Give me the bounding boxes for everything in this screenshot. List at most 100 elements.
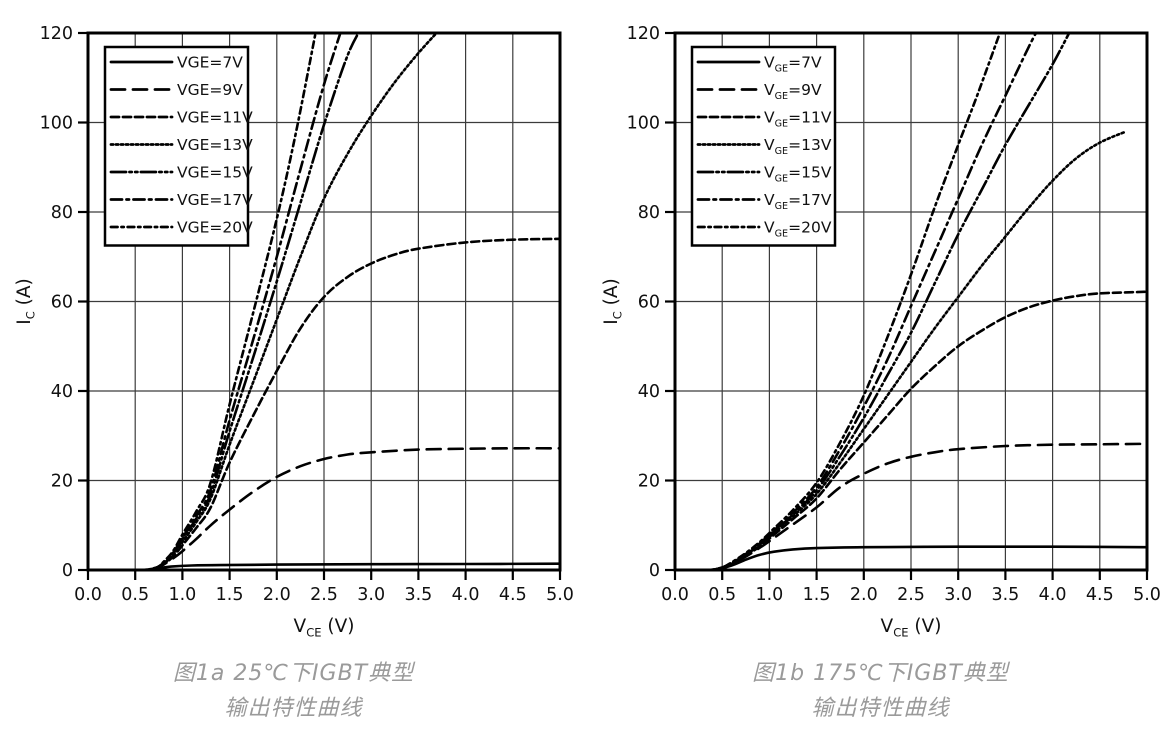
- label-main: VGE=11V: [177, 109, 253, 127]
- chart-background: [587, 0, 1174, 652]
- x-tick-label: 0.5: [121, 585, 149, 605]
- label-post: =20V: [788, 219, 832, 237]
- x-tick-label: 3.0: [357, 585, 385, 605]
- caption-25c: 图1a 25℃下IGBT典型 输出特性曲线: [173, 656, 414, 726]
- y-tick-label: 40: [51, 382, 73, 402]
- legend-label-17v: VGE=17V: [177, 191, 253, 209]
- x-tick-label: 3.5: [404, 585, 432, 605]
- label-main: V: [881, 616, 894, 637]
- label-post: (A): [14, 278, 35, 311]
- caption-line-2: 输出特性曲线: [811, 696, 950, 721]
- legend-box: [690, 45, 837, 247]
- label-sub: GE: [775, 91, 789, 102]
- label-sub: GE: [775, 173, 789, 184]
- y-tick-label: 100: [627, 114, 660, 134]
- x-tick-label: 4.5: [1086, 585, 1114, 605]
- label-sub: GE: [775, 118, 789, 129]
- x-axis-label: VCE (V): [294, 616, 355, 640]
- y-tick-label: 120: [627, 24, 660, 44]
- label-sub: CE: [306, 626, 321, 640]
- x-tick-label: 4.0: [1039, 585, 1067, 605]
- x-tick-label: 0.0: [74, 585, 102, 605]
- x-tick-label: 2.0: [263, 585, 291, 605]
- curves: [675, 33, 1147, 570]
- y-tick-label: 0: [649, 561, 660, 581]
- caption-line-1: 图1b 175℃下IGBT典型: [752, 661, 1009, 686]
- caption-line-2: 输出特性曲线: [224, 696, 363, 721]
- label-post: =9V: [788, 81, 822, 99]
- chart-background: [0, 0, 587, 652]
- x-tick-label: 2.5: [897, 585, 925, 605]
- x-tick-label: 1.0: [755, 585, 783, 605]
- label-main: VGE=17V: [177, 191, 253, 209]
- legend-label-20v: VGE=20V: [177, 219, 253, 237]
- label-main: V: [764, 164, 775, 182]
- x-tick-label: 1.5: [216, 585, 244, 605]
- label-main: VGE=7V: [177, 54, 243, 72]
- label-main: V: [764, 136, 775, 154]
- label-main: V: [764, 191, 775, 209]
- x-tick-label: 4.0: [452, 585, 480, 605]
- label-sub: GE: [775, 228, 789, 239]
- output-characteristics-chart-175c: 0.0 0.5 1.0 1.5 2.0 2.5 3.0 3.5 4.0 4.5 5.0 0 20 40 60…: [587, 0, 1174, 652]
- label-sub: C: [24, 311, 38, 319]
- label-post: =13V: [788, 136, 832, 154]
- legend-box: [103, 45, 250, 247]
- y-tick-label: 20: [638, 472, 660, 492]
- label-post: =15V: [788, 164, 832, 182]
- label-sub: C: [611, 311, 625, 319]
- label-post: =7V: [788, 54, 822, 72]
- x-tick-label: 3.5: [991, 585, 1019, 605]
- label-main: VGE=15V: [177, 164, 253, 182]
- legend-label-20v: VGE=20V: [764, 219, 832, 240]
- x-tick-label: 1.0: [168, 585, 196, 605]
- label-main: VGE=9V: [177, 81, 243, 99]
- y-tick-label: 80: [638, 203, 660, 223]
- y-axis-label: IC (A): [601, 278, 625, 324]
- legend: VGE=7V VGE=9V VGE=11V VGE=13V VGE=15V VGE=17V…: [103, 45, 253, 247]
- label-sub: GE: [775, 201, 789, 212]
- legend-label-7v: VGE=7V: [177, 54, 243, 72]
- legend-label-11v: VGE=11V: [764, 109, 832, 130]
- label-main: V: [764, 54, 775, 72]
- y-tick-label: 20: [51, 472, 73, 492]
- x-tick-label: 3.0: [944, 585, 972, 605]
- label-sub: CE: [893, 626, 908, 640]
- caption-175c: 图1b 175℃下IGBT典型 输出特性曲线: [752, 656, 1009, 726]
- charts-row: 0.0 0.5 1.0 1.5 2.0 2.5 3.0 3.5 4.0 4.5 5.0 0 20 40 60…: [0, 0, 1174, 726]
- x-tick-label: 2.0: [850, 585, 878, 605]
- label-main: V: [764, 81, 775, 99]
- ticks: [665, 31, 1149, 580]
- curve-vge-20v: [675, 33, 1002, 570]
- x-tick-label: 4.5: [499, 585, 527, 605]
- label-main: I: [14, 319, 35, 324]
- y-tick-label: 60: [51, 293, 73, 313]
- label-main: VGE=13V: [177, 136, 253, 154]
- x-tick-label: 0.0: [661, 585, 689, 605]
- label-sub: GE: [775, 63, 789, 74]
- x-tick-label: 5.0: [1133, 585, 1161, 605]
- caption-line-1: 图1a 25℃下IGBT典型: [172, 661, 415, 686]
- label-post: =17V: [788, 191, 832, 209]
- label-post: (V): [908, 616, 941, 637]
- legend-label-13v: VGE=13V: [177, 136, 253, 154]
- y-tick-label: 60: [638, 293, 660, 313]
- label-post: (V): [321, 616, 354, 637]
- legend-label-15v: VGE=15V: [177, 164, 253, 182]
- y-axis-label: IC (A): [14, 278, 38, 324]
- chart-panel-25c: 0.0 0.5 1.0 1.5 2.0 2.5 3.0 3.5 4.0 4.5 5.0 0 20 40 60…: [0, 0, 587, 726]
- y-tick-label: 80: [51, 203, 73, 223]
- label-main: I: [601, 319, 622, 324]
- legend: VGE=7VVGE=9VVGE=11VVGE=13VVGE=15VVGE=17V…: [690, 45, 837, 247]
- y-tick-label: 0: [62, 561, 73, 581]
- x-tick-label: 0.5: [708, 585, 736, 605]
- legend-label-11v: VGE=11V: [177, 109, 253, 127]
- plot-border: [86, 31, 562, 572]
- curve-vge-20v: [88, 33, 317, 570]
- x-tick-label: 1.5: [803, 585, 831, 605]
- chart-panel-175c: 0.0 0.5 1.0 1.5 2.0 2.5 3.0 3.5 4.0 4.5 5.0 0 20 40 60…: [587, 0, 1174, 726]
- legend-label-13v: VGE=13V: [764, 136, 832, 157]
- legend-label-7v: VGE=7V: [764, 54, 822, 75]
- y-tick-label: 100: [40, 114, 73, 134]
